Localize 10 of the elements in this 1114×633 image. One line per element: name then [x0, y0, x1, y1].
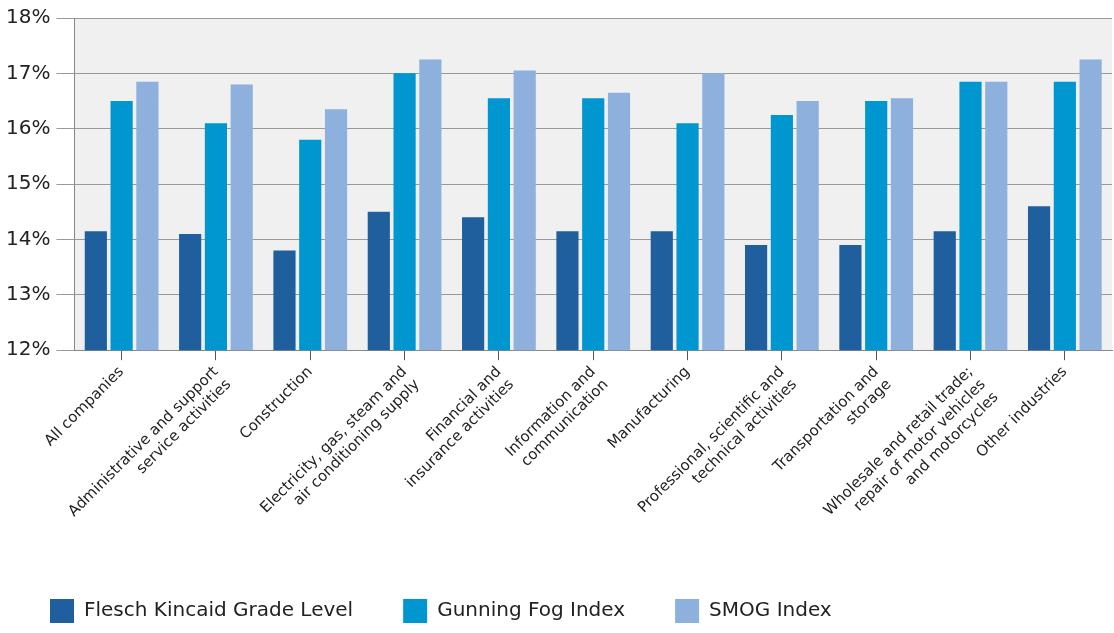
y-tick-label: 13% [6, 281, 51, 306]
y-tick-label: 12% [6, 336, 51, 361]
y-tick-label: 18% [6, 4, 51, 29]
y-tick-label: 16% [6, 114, 51, 139]
y-tick-label: 17% [6, 59, 51, 84]
legend-label: SMOG Index [709, 597, 832, 622]
y-tick-label: 15% [6, 170, 51, 195]
y-tick-label: 14% [6, 225, 51, 250]
legend-label: Flesch Kincaid Grade Level [84, 597, 354, 622]
legend-label: Gunning Fog Index [437, 597, 626, 622]
